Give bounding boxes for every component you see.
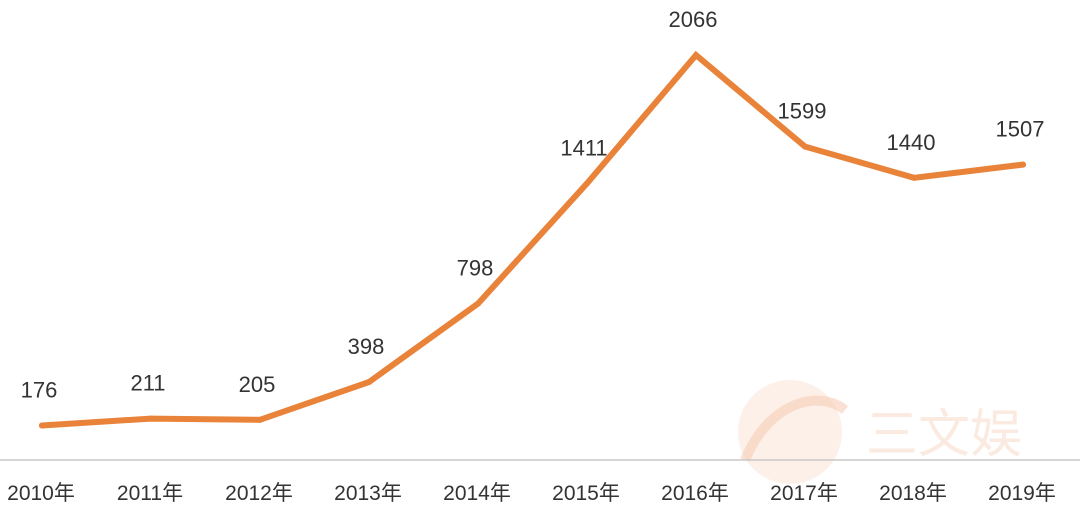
- data-point: [802, 143, 808, 150]
- x-tick-label: 2014年: [443, 482, 511, 505]
- data-point: [475, 300, 481, 307]
- data-labels: 176 211 205 398 798 1411 2066 1599 1440 1507: [21, 7, 1045, 402]
- x-tick-label: 2011年: [117, 482, 183, 505]
- data-label: 1507: [996, 117, 1045, 142]
- data-point: [911, 174, 917, 181]
- x-tick-label: 2018年: [879, 482, 947, 505]
- x-tick-label: 2010年: [7, 482, 75, 505]
- watermark-text: 三文娱: [866, 405, 1022, 465]
- data-label: 798: [457, 256, 494, 281]
- data-point: [148, 415, 154, 422]
- data-point: [693, 52, 699, 59]
- data-label: 1411: [560, 135, 607, 160]
- data-label: 2066: [669, 7, 718, 32]
- x-tick-labels: 2010年 2011年 2012年 2013年 2014年 2015年 2016年 2017年…: [7, 482, 1056, 505]
- x-tick-label: 2013年: [334, 482, 402, 505]
- data-point: [257, 416, 263, 423]
- x-tick-label: 2017年: [770, 482, 838, 505]
- data-point: [1020, 161, 1026, 168]
- x-tick-label: 2015年: [552, 482, 620, 505]
- x-tick-label: 2016年: [661, 482, 729, 505]
- data-point: [584, 180, 590, 187]
- watermark-logo-icon: [738, 380, 842, 484]
- series-line: [39, 50, 1026, 429]
- series-layer: [39, 50, 1026, 429]
- data-label: 398: [348, 334, 385, 359]
- watermark-logo-swoosh: [740, 395, 849, 462]
- data-label: 1440: [887, 130, 936, 155]
- data-point: [39, 422, 45, 429]
- data-label: 176: [21, 378, 58, 403]
- data-label: 1599: [778, 99, 827, 124]
- x-tick-label: 2019年: [988, 482, 1056, 505]
- data-label: 205: [239, 372, 276, 397]
- data-point: [366, 378, 372, 385]
- x-tick-label: 2012年: [225, 482, 293, 505]
- data-label: 211: [130, 371, 165, 396]
- watermark: 三文娱: [738, 380, 1022, 484]
